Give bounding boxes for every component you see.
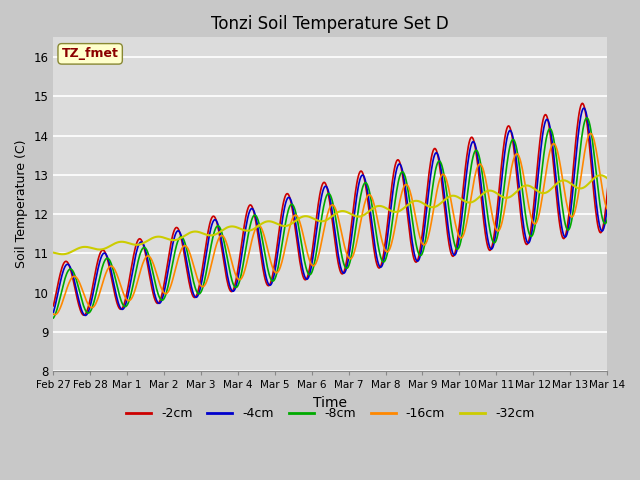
-4cm xyxy=(81,312,89,318)
-32cm xyxy=(634,167,640,173)
-2cm xyxy=(120,303,127,309)
-8cm xyxy=(119,301,127,307)
-4cm xyxy=(228,288,236,294)
Line: -4cm: -4cm xyxy=(53,97,640,315)
-2cm xyxy=(411,257,419,263)
-4cm xyxy=(444,220,451,226)
X-axis label: Time: Time xyxy=(313,396,347,410)
-4cm xyxy=(280,210,287,216)
-8cm xyxy=(49,315,57,321)
-2cm xyxy=(616,89,623,95)
-16cm xyxy=(49,311,57,317)
-16cm xyxy=(280,252,287,258)
-16cm xyxy=(257,225,265,231)
-4cm xyxy=(257,246,265,252)
-2cm xyxy=(49,303,57,309)
-32cm xyxy=(120,239,127,245)
Line: -32cm: -32cm xyxy=(53,170,640,254)
-32cm xyxy=(444,195,451,201)
-32cm xyxy=(411,198,419,204)
-32cm xyxy=(228,224,236,229)
-16cm xyxy=(624,120,632,126)
-16cm xyxy=(444,181,451,187)
-8cm xyxy=(620,104,628,110)
-16cm xyxy=(411,208,419,214)
-16cm xyxy=(228,260,236,266)
-32cm xyxy=(59,252,67,257)
-32cm xyxy=(49,250,57,255)
Line: -16cm: -16cm xyxy=(53,123,640,315)
-32cm xyxy=(280,223,287,229)
Line: -8cm: -8cm xyxy=(53,107,640,318)
Title: Tonzi Soil Temperature Set D: Tonzi Soil Temperature Set D xyxy=(211,15,449,33)
-16cm xyxy=(51,312,59,318)
-2cm xyxy=(280,199,287,205)
-16cm xyxy=(120,290,127,296)
-8cm xyxy=(410,227,417,232)
-4cm xyxy=(617,94,625,100)
-4cm xyxy=(49,310,57,315)
-4cm xyxy=(120,306,127,312)
-4cm xyxy=(411,252,419,257)
-32cm xyxy=(257,221,265,227)
Y-axis label: Soil Temperature (C): Soil Temperature (C) xyxy=(15,140,28,268)
Line: -2cm: -2cm xyxy=(53,92,640,315)
-8cm xyxy=(227,275,235,280)
-2cm xyxy=(257,255,265,261)
-2cm xyxy=(81,312,88,318)
-2cm xyxy=(228,288,236,294)
-2cm xyxy=(444,231,451,237)
Text: TZ_fmet: TZ_fmet xyxy=(61,48,118,60)
-8cm xyxy=(443,191,451,196)
Legend: -2cm, -4cm, -8cm, -16cm, -32cm: -2cm, -4cm, -8cm, -16cm, -32cm xyxy=(121,402,540,425)
-8cm xyxy=(279,237,287,242)
-8cm xyxy=(257,227,264,233)
